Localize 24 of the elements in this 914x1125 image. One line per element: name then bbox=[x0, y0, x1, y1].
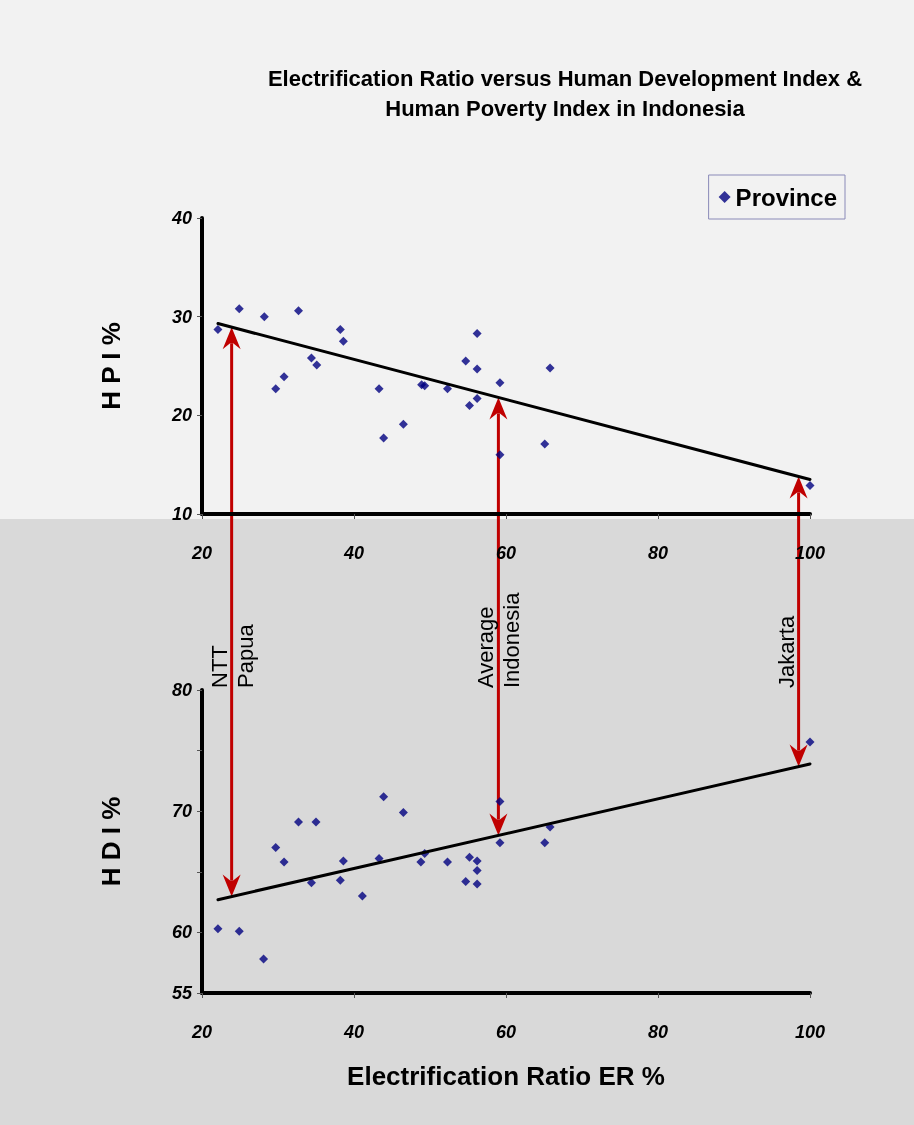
x-tick-label: 20 bbox=[190, 1022, 213, 1042]
y-tick-label: 70 bbox=[171, 801, 192, 822]
x-tick-label: 60 bbox=[495, 1022, 517, 1042]
y-tick-label: 30 bbox=[171, 306, 192, 327]
y-tick-label: 60 bbox=[171, 922, 192, 943]
x-tick-label: 40 bbox=[342, 1022, 365, 1042]
x-tick-label: 20 bbox=[190, 543, 213, 563]
chart-title: Electrification Ratio versus Human Development Index & Human Poverty Index in Indonesia bbox=[267, 65, 863, 121]
y-tick-label: 80 bbox=[171, 680, 192, 700]
x-tick-label: 80 bbox=[647, 1022, 669, 1042]
y-tick-label: 10 bbox=[171, 504, 192, 524]
y-tick-label: 55 bbox=[171, 983, 193, 1003]
y-tick-label: 40 bbox=[170, 208, 192, 228]
ref-line-label: Jakarta bbox=[773, 615, 799, 688]
y-tick-label: 20 bbox=[170, 405, 192, 426]
y-axis-title: H P I % bbox=[96, 322, 126, 410]
x-tick-label: 40 bbox=[342, 543, 365, 563]
legend-label: Province bbox=[735, 183, 838, 211]
y-axis-title: H D I % bbox=[96, 796, 126, 887]
x-axis-title: Electrification Ratio ER % bbox=[347, 1061, 665, 1091]
x-tick-label: 80 bbox=[647, 543, 669, 563]
x-tick-label: 100 bbox=[794, 1022, 826, 1042]
ref-line-label: Average Indonesia bbox=[472, 591, 524, 688]
ref-line-label: NTT Papua bbox=[206, 623, 258, 688]
